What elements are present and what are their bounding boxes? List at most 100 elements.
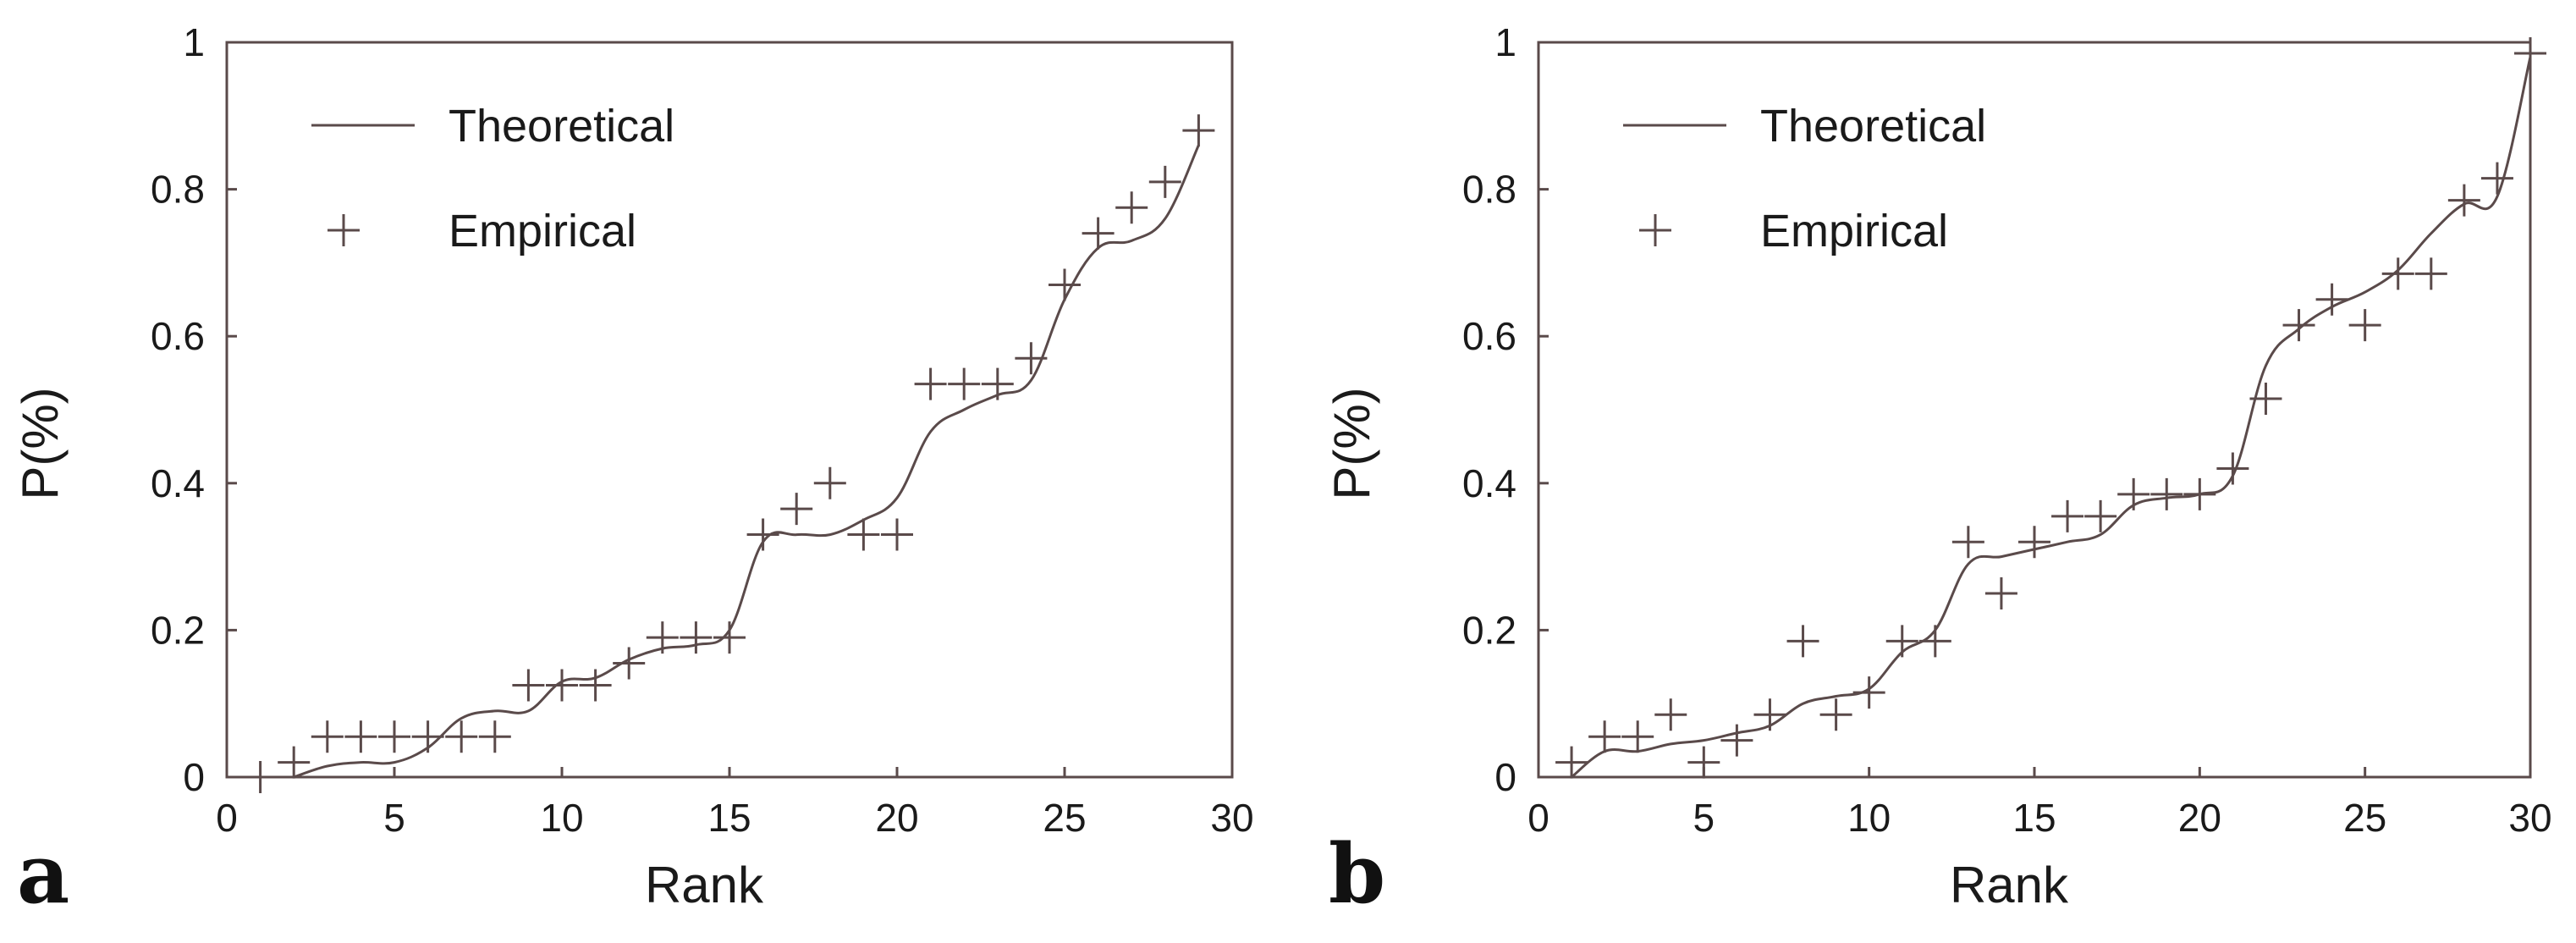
- empirical-point: [1049, 268, 1081, 301]
- x-tick-label: 20: [2178, 796, 2221, 840]
- x-axis-title: Rank: [1950, 857, 2069, 913]
- y-tick-label: 1: [183, 20, 205, 64]
- x-tick-label: 30: [1210, 796, 1253, 840]
- empirical-point: [2051, 499, 2084, 532]
- panel-label: b: [1329, 826, 1385, 922]
- empirical-point: [546, 669, 578, 702]
- empirical-point: [1885, 625, 1918, 658]
- empirical-point: [344, 720, 377, 753]
- y-axis-title: P(%): [12, 387, 69, 499]
- empirical-point: [2414, 257, 2447, 290]
- empirical-point: [1852, 676, 1885, 709]
- empirical-point: [1984, 577, 2017, 609]
- plot-frame: [225, 41, 1234, 779]
- empirical-point: [1555, 746, 1588, 779]
- x-tick-label: 25: [1043, 796, 1086, 840]
- empirical-point: [881, 518, 913, 551]
- empirical-point: [1687, 746, 1720, 779]
- legend-plus-swatch: [328, 214, 360, 246]
- x-tick-label: 0: [1527, 796, 1549, 840]
- x-tick-label: 15: [707, 796, 751, 840]
- x-tick-label: 10: [1847, 796, 1891, 840]
- y-tick-label: 0.8: [1462, 168, 1516, 212]
- empirical-point: [613, 647, 646, 680]
- empirical-point: [813, 466, 846, 499]
- empirical-point: [680, 621, 713, 654]
- legend-label: Empirical: [1760, 206, 1948, 256]
- legend-label: Theoretical: [449, 101, 674, 152]
- empirical-point: [1918, 625, 1951, 658]
- y-axis-title: P(%): [1324, 387, 1380, 499]
- empirical-point: [2315, 283, 2348, 316]
- empirical-point: [1588, 720, 1621, 753]
- y-tick-label: 0.2: [151, 608, 205, 652]
- y-tick-label: 0.8: [151, 168, 205, 212]
- y-tick-label: 0: [1494, 755, 1516, 799]
- empirical-point: [2381, 257, 2414, 290]
- theoretical-line: [293, 144, 1200, 779]
- x-tick-label: 10: [540, 796, 583, 840]
- y-tick-label: 0.4: [151, 461, 205, 505]
- empirical-point: [244, 761, 277, 793]
- x-tick-label: 0: [216, 796, 238, 840]
- empirical-point: [278, 746, 311, 779]
- x-tick-label: 5: [1693, 796, 1715, 840]
- empirical-point: [378, 720, 410, 753]
- empirical-point: [746, 518, 779, 551]
- panel-label: a: [17, 826, 69, 922]
- empirical-point: [2117, 477, 2150, 510]
- empirical-point: [2447, 184, 2480, 217]
- empirical-point: [948, 367, 981, 400]
- theoretical-line: [1571, 57, 2532, 779]
- y-tick-label: 1: [1494, 20, 1516, 64]
- empirical-point: [1753, 698, 1786, 731]
- y-tick-label: 0.4: [1462, 461, 1516, 505]
- empirical-point: [512, 669, 545, 702]
- x-tick-label: 20: [875, 796, 918, 840]
- empirical-point: [981, 367, 1014, 400]
- empirical-point: [445, 720, 478, 753]
- empirical-point: [1819, 698, 1852, 731]
- x-tick-label: 5: [383, 796, 405, 840]
- empirical-point: [2282, 309, 2315, 342]
- empirical-point: [478, 720, 511, 753]
- y-tick-label: 0.6: [151, 314, 205, 358]
- empirical-point: [2150, 477, 2183, 510]
- empirical-point: [2084, 499, 2117, 532]
- empirical-point: [1621, 720, 1654, 753]
- empirical-point: [1720, 724, 1753, 757]
- empirical-point: [1015, 342, 1048, 375]
- legend-label: Theoretical: [1760, 101, 1986, 152]
- empirical-point: [1082, 217, 1115, 250]
- empirical-point: [1654, 698, 1687, 731]
- empirical-point: [646, 621, 679, 654]
- empirical-point: [411, 720, 444, 753]
- panel-a: 0 5 10 15 20 25 30 0 0.2 0.4 0.6 0.8 1 Rank P(%) a Theor…: [12, 20, 1254, 922]
- empirical-point: [914, 367, 947, 400]
- x-tick-label: 15: [2012, 796, 2056, 840]
- empirical-point: [1951, 526, 1984, 559]
- empirical-point: [1786, 625, 1819, 658]
- empirical-point: [1115, 191, 1148, 224]
- empirical-point: [2183, 477, 2216, 510]
- panel-b: 0 5 10 15 20 25 30 0 0.2 0.4 0.6 0.8 1 Rank P(%) b Theor…: [1324, 20, 2552, 922]
- empirical-point: [713, 621, 746, 654]
- empirical-point: [2514, 37, 2546, 70]
- legend-label: Empirical: [449, 206, 636, 256]
- x-tick-label: 30: [2508, 796, 2551, 840]
- legend-plus-swatch: [1639, 214, 1671, 246]
- empirical-point: [579, 669, 612, 702]
- empirical-point: [780, 493, 813, 526]
- x-tick-label: 25: [2343, 796, 2386, 840]
- empirical-point: [1182, 114, 1215, 147]
- empirical-point: [2018, 526, 2050, 559]
- x-axis-title: Rank: [645, 857, 764, 913]
- empirical-point: [847, 518, 880, 551]
- empirical-point: [2249, 382, 2282, 415]
- empirical-point: [2216, 452, 2249, 485]
- empirical-point: [2348, 309, 2381, 342]
- y-tick-label: 0: [183, 755, 205, 799]
- y-tick-label: 0.2: [1462, 608, 1516, 652]
- y-tick-label: 0.6: [1462, 314, 1516, 358]
